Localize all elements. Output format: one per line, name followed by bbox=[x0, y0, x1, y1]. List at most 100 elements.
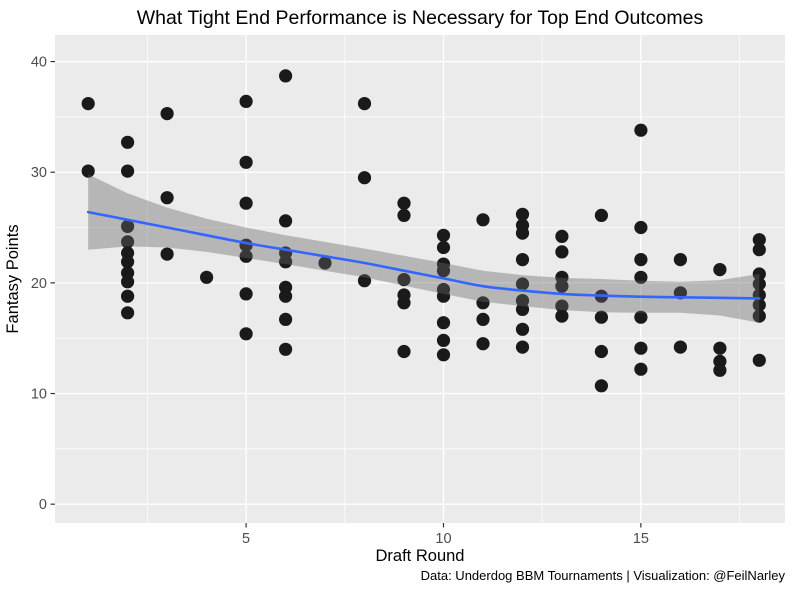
data-point bbox=[239, 287, 253, 301]
y-tick-label: 20 bbox=[31, 276, 47, 292]
data-point bbox=[515, 322, 530, 336]
data-point bbox=[121, 306, 135, 320]
data-point bbox=[239, 249, 253, 263]
data-point bbox=[634, 341, 648, 355]
data-point bbox=[752, 277, 766, 291]
data-point bbox=[397, 273, 411, 287]
y-tick-label: 0 bbox=[39, 497, 47, 513]
confidence-ribbon-area bbox=[88, 174, 760, 323]
data-point bbox=[594, 208, 609, 222]
data-point bbox=[357, 274, 372, 288]
data-point bbox=[357, 97, 372, 111]
data-point bbox=[752, 298, 766, 312]
data-point bbox=[239, 155, 253, 169]
axis-tick-marks bbox=[50, 60, 642, 528]
data-point bbox=[752, 267, 766, 281]
data-point bbox=[752, 353, 766, 367]
data-point bbox=[397, 344, 411, 359]
data-point bbox=[594, 379, 609, 393]
data-point bbox=[436, 228, 451, 242]
data-point bbox=[121, 235, 135, 249]
data-point bbox=[515, 302, 530, 316]
scatter-points bbox=[81, 69, 766, 393]
data-point bbox=[752, 309, 766, 323]
data-point bbox=[436, 240, 451, 255]
data-point bbox=[515, 226, 530, 240]
data-point bbox=[515, 253, 530, 267]
data-point bbox=[436, 348, 451, 362]
data-point bbox=[555, 299, 569, 313]
data-point bbox=[476, 337, 490, 351]
axis-tick-labels: 5 10 15 0 10 20 30 40 bbox=[31, 55, 649, 547]
data-point bbox=[121, 219, 135, 233]
data-point bbox=[397, 208, 411, 222]
data-point bbox=[476, 296, 490, 310]
x-tick-label: 10 bbox=[435, 531, 451, 547]
data-point bbox=[476, 213, 490, 227]
data-point bbox=[515, 207, 530, 221]
data-point bbox=[436, 333, 451, 347]
data-point bbox=[713, 363, 727, 377]
data-point bbox=[713, 263, 727, 277]
data-point bbox=[121, 135, 135, 149]
data-point bbox=[279, 342, 293, 356]
data-point bbox=[713, 341, 727, 355]
data-point bbox=[279, 255, 293, 269]
data-point bbox=[673, 253, 688, 267]
y-tick-label: 40 bbox=[31, 55, 47, 71]
minor-gridlines bbox=[55, 35, 785, 523]
data-point bbox=[594, 344, 609, 359]
data-point bbox=[555, 279, 569, 293]
data-point bbox=[397, 196, 411, 210]
x-tick-label: 15 bbox=[633, 531, 649, 547]
data-point bbox=[279, 69, 293, 83]
data-point bbox=[555, 309, 569, 323]
data-point bbox=[160, 107, 174, 121]
data-point bbox=[752, 233, 766, 247]
data-point bbox=[555, 229, 569, 243]
x-tick-label: 5 bbox=[242, 531, 250, 547]
data-point bbox=[634, 270, 648, 284]
smooth-trend-path bbox=[86, 210, 761, 300]
data-point bbox=[121, 289, 135, 303]
data-point bbox=[279, 214, 293, 228]
x-axis-title: Draft Round bbox=[376, 547, 465, 565]
data-point bbox=[634, 123, 648, 137]
data-point bbox=[673, 340, 688, 354]
data-point bbox=[436, 264, 451, 278]
data-point bbox=[397, 296, 411, 310]
data-point bbox=[476, 312, 490, 326]
data-point bbox=[279, 289, 293, 303]
data-point bbox=[160, 247, 174, 261]
data-point bbox=[239, 94, 253, 108]
data-point bbox=[555, 245, 569, 259]
data-point bbox=[436, 289, 451, 303]
y-axis-title: Fantasy Points bbox=[4, 224, 22, 333]
data-point bbox=[81, 97, 95, 111]
data-point bbox=[239, 196, 253, 210]
y-tick-label: 10 bbox=[31, 387, 47, 403]
data-point bbox=[634, 220, 648, 235]
data-point bbox=[515, 340, 530, 354]
data-point bbox=[515, 277, 530, 291]
chart-caption: Data: Underdog BBM Tournaments | Visuali… bbox=[421, 568, 786, 583]
data-point bbox=[594, 310, 609, 324]
trend-line bbox=[86, 210, 761, 300]
data-point bbox=[318, 256, 332, 270]
y-tick-label: 30 bbox=[31, 165, 47, 181]
plot-panel bbox=[55, 35, 785, 523]
data-point bbox=[634, 362, 648, 376]
data-point bbox=[752, 243, 766, 257]
data-point bbox=[121, 164, 135, 178]
data-point bbox=[239, 327, 253, 341]
data-point bbox=[279, 312, 293, 326]
data-point bbox=[121, 255, 135, 269]
chart-title: What Tight End Performance is Necessary … bbox=[137, 7, 704, 29]
data-point bbox=[160, 191, 174, 205]
data-point bbox=[634, 310, 648, 324]
confidence-ribbon bbox=[88, 174, 760, 323]
data-point bbox=[436, 316, 451, 330]
data-point bbox=[357, 171, 372, 185]
